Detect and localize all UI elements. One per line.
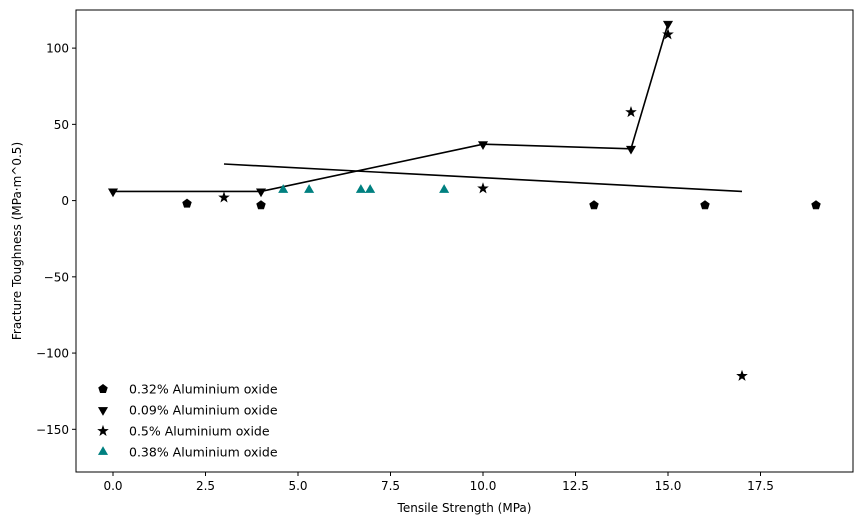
x-axis-label: Tensile Strength (MPa) xyxy=(397,501,532,515)
legend-label: 0.38% Aluminium oxide xyxy=(129,445,278,460)
x-tick-label: 5.0 xyxy=(288,479,307,493)
x-axis-ticks: 0.0 2.5 5.0 7.5 10.0 12.5 15.0 17.5 xyxy=(103,472,774,493)
data-point xyxy=(278,184,289,193)
y-tick-label: 0 xyxy=(61,194,69,208)
data-point xyxy=(662,28,674,40)
data-point xyxy=(255,188,267,198)
y-axis-label: Fracture Toughness (MPa·m^0.5) xyxy=(10,142,24,340)
legend-marker xyxy=(97,446,109,455)
y-tick-label: −50 xyxy=(44,270,69,284)
legend-marker xyxy=(97,424,109,436)
y-tick-label: 100 xyxy=(46,42,69,56)
x-tick-label: 10.0 xyxy=(470,479,497,493)
data-point xyxy=(700,200,710,210)
y-tick-label: −150 xyxy=(36,423,69,437)
trend-line xyxy=(223,163,743,193)
trend-line xyxy=(113,23,669,193)
data-point xyxy=(182,198,192,208)
data-point xyxy=(304,184,315,193)
data-point xyxy=(218,191,230,203)
legend-label: 0.32% Aluminium oxide xyxy=(129,382,278,397)
data-point xyxy=(477,182,489,194)
x-tick-label: 2.5 xyxy=(196,479,215,493)
legend-marker xyxy=(97,407,109,416)
legend: 0.32% Aluminium oxide 0.09% Aluminium oxi… xyxy=(97,382,278,460)
data-point xyxy=(107,188,119,198)
x-tick-label: 7.5 xyxy=(381,479,400,493)
data-point xyxy=(256,200,266,210)
data-point xyxy=(439,184,450,193)
x-tick-label: 15.0 xyxy=(655,479,682,493)
plot-area-frame xyxy=(75,9,854,473)
y-tick-label: −100 xyxy=(36,347,69,361)
x-tick-label: 12.5 xyxy=(562,479,589,493)
trend-lines xyxy=(113,23,743,193)
y-axis-ticks: −150 −100 −50 0 50 100 xyxy=(36,42,76,437)
data-points xyxy=(107,20,821,381)
data-point xyxy=(625,106,637,118)
y-tick-label: 50 xyxy=(54,118,69,132)
data-point xyxy=(736,369,748,381)
x-tick-label: 0.0 xyxy=(103,479,122,493)
data-point xyxy=(662,20,674,30)
legend-label: 0.5% Aluminium oxide xyxy=(129,424,270,439)
data-point xyxy=(365,184,376,193)
x-tick-label: 17.5 xyxy=(747,479,774,493)
data-point xyxy=(355,184,366,193)
legend-marker xyxy=(98,384,108,394)
data-point xyxy=(589,200,599,210)
data-point xyxy=(811,200,821,210)
data-point xyxy=(625,145,637,155)
legend-label: 0.09% Aluminium oxide xyxy=(129,403,278,418)
data-point xyxy=(477,141,489,150)
